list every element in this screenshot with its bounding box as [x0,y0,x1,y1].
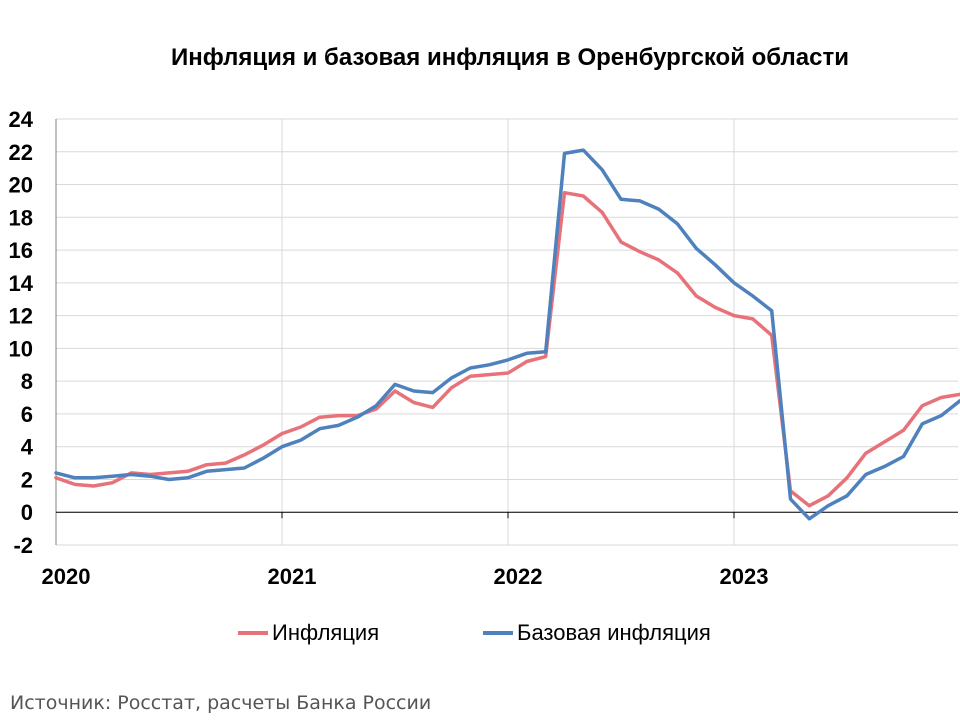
legend-label-inflation: Инфляция [272,620,380,645]
y-tick-label: 14 [9,271,34,296]
axes [55,119,958,545]
y-tick-label: 20 [9,173,33,198]
x-tick-label: 2020 [42,564,91,589]
y-tick-label: 4 [21,435,34,460]
legend-swatch-inflation [238,631,268,635]
y-tick-label: -2 [13,533,33,558]
x-tick-label: 2023 [720,564,769,589]
legend-item-core-inflation: Базовая инфляция [483,620,711,646]
y-tick-label: 16 [9,238,33,263]
series-line-inflation [54,190,960,508]
legend: Инфляция Базовая инфляция [0,620,960,652]
y-tick-label: 22 [9,140,33,165]
y-tick-label: 6 [21,402,33,427]
y-tick-label: 10 [9,336,33,361]
y-tick-label: 0 [21,500,33,525]
y-tick-label: 12 [9,304,33,329]
y-tick-label: 18 [9,205,33,230]
y-tick-label: 8 [21,369,33,394]
x-tick-label: 2021 [268,564,317,589]
legend-swatch-core-inflation [483,631,513,635]
legend-label-core-inflation: Базовая инфляция [517,620,711,645]
source-note: Источник: Росстат, расчеты Банка России [10,692,432,714]
y-tick-label: 24 [9,107,34,132]
y-tick-label: 2 [21,467,33,492]
grid [55,118,958,546]
x-tick-label: 2022 [494,564,543,589]
series-lines [54,148,960,521]
legend-item-inflation: Инфляция [238,620,379,646]
series-line-core-inflation [54,148,960,521]
